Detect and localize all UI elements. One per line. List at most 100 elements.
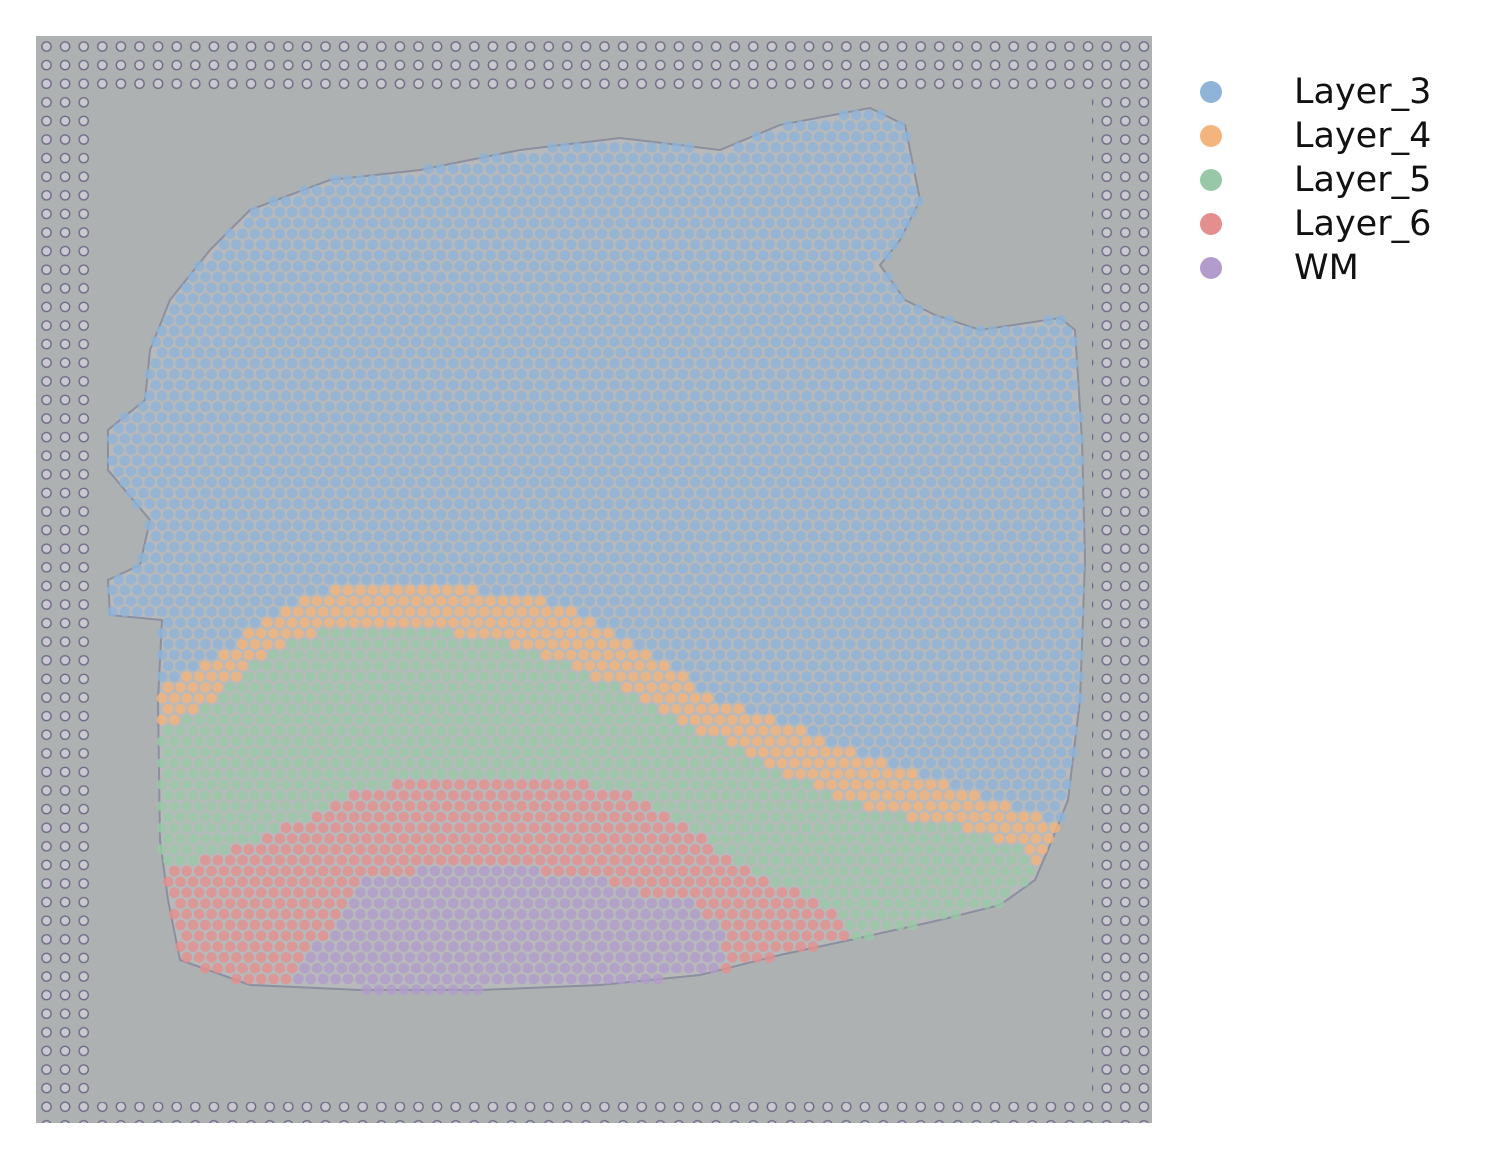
spot-layer-3: [739, 347, 751, 358]
spot-layer-3: [336, 206, 348, 218]
spot-layer-5: [379, 779, 391, 790]
spot-layer-3: [547, 379, 558, 391]
spot-layer-3: [355, 304, 366, 315]
spot-layer-3: [782, 509, 794, 520]
spot-layer-3: [640, 282, 651, 294]
spot-layer-5: [733, 768, 744, 780]
spot-layer-3: [739, 541, 751, 553]
spot-layer-3: [857, 422, 868, 434]
spot-layer-3: [547, 466, 558, 477]
spot-layer-5: [175, 833, 186, 844]
spot-layer-4: [962, 822, 974, 834]
spot-layer-5: [665, 714, 676, 726]
spot-layer-5: [851, 822, 862, 834]
spot-layer-3: [578, 196, 589, 207]
spot-layer-3: [627, 520, 639, 531]
spot-layer-3: [758, 293, 769, 304]
spot-layer-3: [448, 206, 459, 218]
spot-layer-3: [869, 228, 881, 240]
spot-layer-3: [962, 390, 974, 402]
spot-layer-3: [497, 530, 509, 542]
spot-layer-5: [460, 768, 472, 780]
spot-layer-5: [503, 736, 515, 747]
spot-layer-4: [274, 617, 286, 628]
spot-layer-3: [578, 563, 589, 574]
spot-layer-3: [293, 541, 304, 553]
spot-layer-6: [720, 898, 732, 909]
spot-layer-3: [355, 260, 366, 272]
spot-layer-3: [336, 358, 348, 369]
spot-layer-4: [293, 628, 304, 639]
spot-layer-3: [900, 196, 912, 207]
spot-wm: [541, 887, 552, 898]
spot-layer-6: [367, 844, 379, 855]
spot-layer-5: [367, 757, 379, 769]
spot-layer-4: [541, 606, 552, 618]
spot-layer-6: [565, 800, 577, 812]
spot-layer-3: [237, 509, 248, 520]
spot-layer-3: [875, 584, 887, 596]
spot-layer-3: [336, 401, 348, 412]
spot-layer-3: [826, 563, 837, 574]
spot-layer-3: [751, 476, 763, 488]
spot-layer-6: [379, 865, 391, 877]
spot-layer-5: [857, 898, 868, 909]
spot-layer-3: [751, 131, 763, 142]
spot-layer-4: [882, 768, 893, 780]
spot-layer-3: [795, 466, 806, 477]
spot-layer-3: [559, 358, 571, 369]
spot-layer-3: [448, 444, 459, 456]
spot-layer-3: [466, 325, 478, 337]
spot-layer-3: [193, 368, 205, 380]
spot-layer-5: [410, 746, 422, 758]
spot-layer-3: [820, 250, 831, 261]
spot-layer-3: [652, 520, 664, 531]
spot-layer-5: [497, 682, 509, 693]
spot-layer-3: [503, 368, 515, 380]
spot-layer-3: [510, 250, 521, 261]
spot-layer-3: [392, 282, 403, 294]
spot-layer-3: [528, 390, 540, 402]
spot-layer-3: [181, 412, 193, 423]
spot-layer-3: [1037, 757, 1048, 769]
spot-layer-3: [615, 152, 627, 164]
spot-layer-5: [913, 887, 924, 898]
spot-layer-3: [212, 250, 224, 261]
spot-layer-3: [875, 109, 887, 121]
spot-layer-5: [200, 790, 211, 801]
spot-layer-5: [299, 746, 310, 758]
spot-layer-3: [448, 509, 459, 520]
spot-layer-3: [745, 336, 757, 348]
spot-layer-3: [832, 422, 844, 434]
spot-layer-4: [826, 757, 837, 769]
spot-layer-3: [813, 282, 825, 294]
spot-layer-6: [727, 865, 738, 877]
spot-layer-6: [255, 865, 267, 877]
spot-layer-3: [1024, 412, 1036, 423]
spot-layer-5: [807, 790, 819, 801]
spot-layer-5: [460, 746, 472, 758]
spot-layer-3: [162, 617, 174, 628]
spot-layer-3: [869, 293, 881, 304]
spot-layer-3: [770, 336, 782, 348]
spot-layer-6: [293, 908, 304, 920]
spot-layer-3: [1037, 368, 1048, 380]
spot-layer-3: [720, 163, 732, 175]
spot-layer-3: [423, 358, 434, 369]
spot-layer-3: [497, 336, 509, 348]
spot-layer-5: [1012, 844, 1023, 855]
spot-layer-4: [361, 595, 372, 607]
spot-layer-6: [590, 865, 602, 877]
spot-layer-3: [249, 206, 261, 218]
spot-layer-3: [919, 595, 930, 607]
spot-layer-5: [758, 833, 769, 844]
spot-layer-4: [231, 671, 242, 682]
spot-layer-5: [386, 660, 397, 672]
spot-layer-3: [181, 282, 193, 294]
spot-layer-3: [838, 433, 850, 445]
spot-layer-4: [770, 746, 782, 758]
spot-layer-3: [299, 487, 310, 499]
spot-layer-3: [485, 358, 496, 369]
spot-layer-4: [491, 606, 503, 618]
spot-layer-6: [317, 865, 329, 877]
